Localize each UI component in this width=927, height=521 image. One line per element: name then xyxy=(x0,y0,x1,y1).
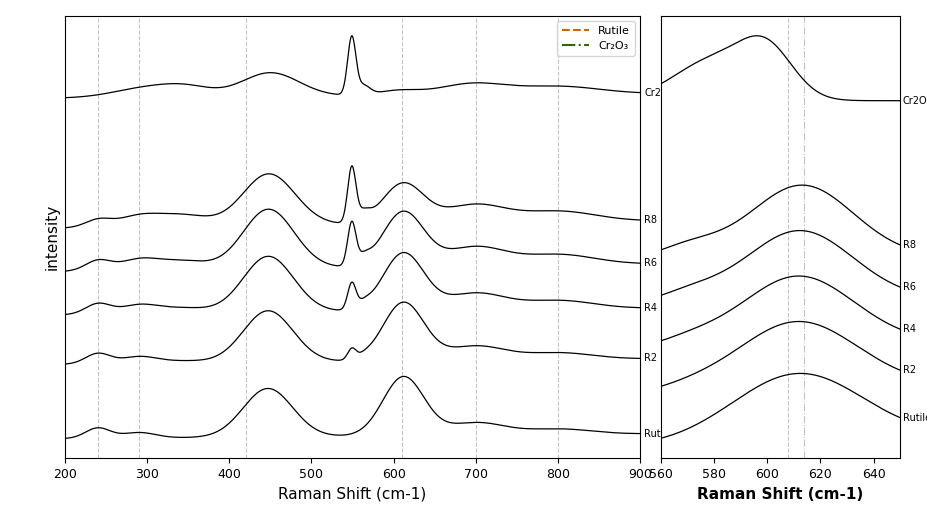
Text: R4: R4 xyxy=(902,324,915,334)
X-axis label: Raman Shift (cm-1): Raman Shift (cm-1) xyxy=(696,487,862,502)
Text: R8: R8 xyxy=(902,240,915,250)
Legend: Rutile, Cr₂O₃: Rutile, Cr₂O₃ xyxy=(556,21,634,56)
Text: Cr2O3: Cr2O3 xyxy=(902,96,927,106)
Text: Rutile: Rutile xyxy=(643,429,672,439)
Text: R2: R2 xyxy=(902,365,915,375)
Y-axis label: intensity: intensity xyxy=(44,204,59,270)
X-axis label: Raman Shift (cm-1): Raman Shift (cm-1) xyxy=(278,487,426,502)
Text: Cr2O3: Cr2O3 xyxy=(643,88,674,97)
Text: R8: R8 xyxy=(643,215,656,225)
Text: Rutile: Rutile xyxy=(902,413,927,423)
Text: R6: R6 xyxy=(643,258,656,268)
Text: R2: R2 xyxy=(643,353,656,364)
Text: R6: R6 xyxy=(902,282,915,292)
Text: R4: R4 xyxy=(643,303,656,313)
